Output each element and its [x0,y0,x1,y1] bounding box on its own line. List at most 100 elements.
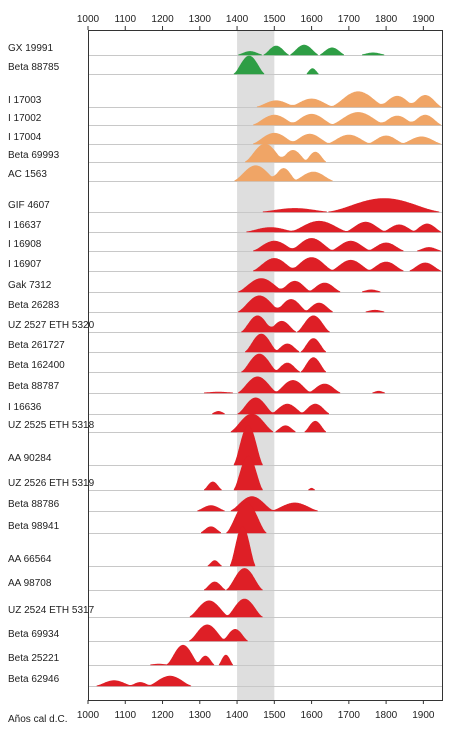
bottom-tick-label: 1600 [300,710,323,721]
row-label: Beta 88786 [8,499,60,510]
top-tick-label: 1000 [77,14,100,25]
distribution-area [246,220,441,233]
distribution-area [204,581,226,591]
distribution-area [365,309,385,313]
bottom-tick-label: 1300 [189,710,212,721]
distribution-area [253,132,441,145]
plot-border [88,30,443,701]
row-label: Beta 98941 [8,521,60,532]
row-label: Beta 26283 [8,300,60,311]
distribution-area [189,624,248,642]
distribution-area [226,568,263,591]
distribution-area [189,598,263,618]
row-label: GIF 4607 [8,200,50,211]
distribution-area [238,376,341,394]
distribution-area [197,505,225,512]
x-axis-title: Años cal d.C. [8,714,67,725]
distribution-area [300,357,326,373]
distribution-area [253,257,404,272]
plot-frame [88,30,443,701]
bottom-tick-label: 1900 [412,710,435,721]
row-label: AC 1563 [8,169,47,180]
distribution-area [297,315,330,333]
row-baselines [88,55,442,687]
distribution-area [96,675,192,687]
distribution-area [230,526,256,567]
distribution-area [362,289,381,293]
bottom-tick-label: 1100 [115,710,137,721]
distribution-area [233,55,265,75]
row-label: UZ 2526 ETH 5319 [8,478,95,489]
row-label: Beta 162400 [8,360,65,371]
top-tick-label: 1100 [115,14,137,25]
top-tick-label: 1200 [151,14,174,25]
top-tick-label: 1400 [226,14,249,25]
distribution-area [237,397,329,415]
row-label: I 17004 [8,132,42,143]
row-label: UZ 2527 ETH 5320 [8,320,95,331]
row-label: I 16637 [8,220,42,231]
distribution-area [218,654,233,666]
distribution-area [245,143,326,163]
distribution-area [150,644,215,666]
bottom-tick-label: 1800 [375,710,398,721]
row-label: AA 66564 [8,554,52,565]
distribution-area [233,455,263,491]
row-label: I 16907 [8,259,42,270]
distribution-area [207,560,222,567]
row-label: Beta 261727 [8,340,65,351]
distribution-area [328,198,440,213]
row-label: UZ 2525 ETH 5318 [8,420,95,431]
row-label: I 17003 [8,95,42,106]
row-labels: GX 19991 Beta 88785 I 17003 I 17002 I 17004 B… [8,43,95,685]
row-label: I 16636 [8,402,42,413]
distribution-area [409,262,441,272]
distribution-area [362,52,385,56]
distribution-area [238,278,341,293]
distribution-area [204,481,222,491]
distribution-area [275,425,296,433]
distribution-area [306,68,319,75]
distribution-area [308,487,315,491]
bottom-tick-label: 1000 [77,710,100,721]
distribution-area [226,502,267,534]
row-label: GX 19991 [8,43,53,54]
distribution-area [300,338,326,353]
bottom-tick-label: 1400 [226,710,249,721]
distribution-area [253,238,404,252]
distribution-area [290,44,318,56]
bottom-tick-label: 1200 [151,710,174,721]
distribution-area [263,45,289,56]
row-label: I 16908 [8,239,42,250]
distribution-area [230,413,274,433]
top-tick-label: 1500 [263,14,286,25]
distribution-area [320,47,344,56]
distribution-area [245,333,300,353]
distribution-area [204,391,233,394]
row-label: Beta 88785 [8,62,60,73]
top-tick-label: 1300 [189,14,212,25]
distribution-area [417,247,441,252]
bottom-tick-label: 1700 [338,710,361,721]
distribution-area [201,526,221,534]
row-label: Beta 25221 [8,653,60,664]
top-tick-label: 1900 [412,14,435,25]
top-tick-label: 1800 [375,14,398,25]
distribution-area [262,208,327,213]
distribution-area [238,295,333,313]
bottom-tick-label: 1500 [263,710,286,721]
distribution-area [233,425,263,466]
distribution-area [212,410,225,415]
row-label: Beta 69993 [8,150,60,161]
row-label: Beta 62946 [8,674,60,685]
distribution-area [241,315,297,333]
distribution-area [241,353,300,373]
row-label: Beta 88787 [8,381,60,392]
distribution-area [304,420,326,433]
row-label: Gak 7312 [8,280,52,291]
row-label: AA 98708 [8,578,52,589]
x-axis: 1000 1000 1100 1100 1200 1200 1300 1300 1400 1400… [77,14,435,721]
distribution-area [234,165,333,182]
distribution-area [372,390,385,394]
